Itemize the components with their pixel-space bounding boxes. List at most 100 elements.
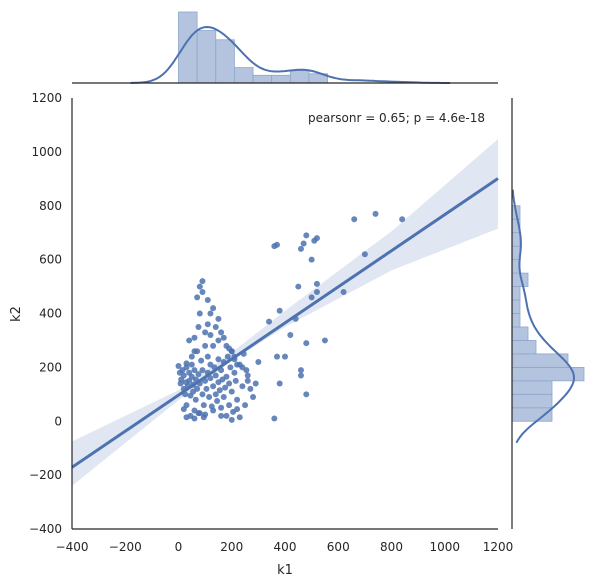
scatter-point <box>271 415 278 422</box>
scatter-point <box>215 315 222 322</box>
x-hist-bar <box>178 11 198 84</box>
scatter-point <box>180 372 187 379</box>
scatter-point <box>351 216 358 223</box>
x-hist-bar <box>289 70 310 84</box>
scatter-point <box>202 329 209 336</box>
scatter-point <box>234 396 241 403</box>
scatter-point <box>297 367 304 374</box>
main-plot-area: −400 −200 0 200 400 600 800 1000 1200 −400 −200 0 2… <box>9 91 513 578</box>
scatter-point <box>226 380 233 387</box>
pearson-annotation: pearsonr = 0.65; p = 4.6e-18 <box>308 111 485 125</box>
x-hist-bar <box>252 74 273 84</box>
scatter-point <box>214 398 221 405</box>
scatter-point <box>242 402 249 409</box>
scatter-point <box>252 380 259 387</box>
x-tick-label: −200 <box>109 540 142 554</box>
scatter-point <box>308 256 315 263</box>
scatter-point <box>244 377 251 384</box>
y-hist-bar <box>511 380 553 395</box>
x-hist-bar <box>234 67 254 84</box>
scatter-point <box>206 394 213 401</box>
scatter-point <box>191 334 198 341</box>
scatter-point <box>234 406 241 413</box>
scatter-point <box>186 337 193 344</box>
scatter-point <box>274 241 281 248</box>
scatter-point <box>199 367 206 374</box>
scatter-point <box>287 332 294 339</box>
scatter-point <box>244 372 251 379</box>
y-marginal-histogram <box>511 205 585 422</box>
scatter-point <box>210 305 217 312</box>
scatter-point <box>218 412 225 419</box>
y-tick-label: 0 <box>54 414 62 428</box>
scatter-point <box>220 394 227 401</box>
scatter-point <box>223 412 230 419</box>
scatter-point <box>255 358 262 365</box>
scatter-point <box>180 406 187 413</box>
x-hist-bar <box>196 30 217 84</box>
scatter-point <box>195 371 202 378</box>
scatter-point <box>188 361 195 368</box>
x-marginal-panel <box>72 11 498 84</box>
scatter-point <box>191 367 198 374</box>
y-tick-label: 1000 <box>31 145 62 159</box>
scatter-point <box>191 415 198 422</box>
scatter-point <box>216 387 223 394</box>
x-tick-label: 200 <box>220 540 243 554</box>
scatter-point <box>231 369 238 376</box>
scatter-point <box>192 396 199 403</box>
scatter-point <box>228 348 235 355</box>
scatter-point <box>313 235 320 242</box>
x-tick-label: 0 <box>175 540 183 554</box>
scatter-point <box>226 402 233 409</box>
scatter-point <box>195 410 202 417</box>
scatter-point <box>212 372 219 379</box>
scatter-point <box>399 216 406 223</box>
x-tick-label: 1000 <box>429 540 460 554</box>
scatter-point <box>212 323 219 330</box>
scatter-point <box>303 340 310 347</box>
scatter-point <box>232 377 239 384</box>
scatter-point <box>247 385 254 392</box>
scatter-point <box>223 373 230 380</box>
y-hist-bar <box>511 313 521 328</box>
scatter-point <box>188 353 195 360</box>
scatter-point <box>295 283 302 290</box>
scatter-point <box>194 294 201 301</box>
y-hist-bar <box>511 299 521 314</box>
x-marginal-kde-curve <box>130 25 451 84</box>
scatter-point <box>228 388 235 395</box>
y-hist-bar <box>511 232 521 247</box>
y-tick-label: −200 <box>29 468 62 482</box>
x-tick-label: 400 <box>274 540 297 554</box>
x-tick-label: 600 <box>327 540 350 554</box>
scatter-point <box>228 416 235 423</box>
scatter-point <box>210 342 217 349</box>
scatter-point <box>321 337 328 344</box>
scatter-point <box>308 294 315 301</box>
scatter-point <box>227 364 234 371</box>
scatter-point <box>236 414 243 421</box>
scatter-point <box>300 240 307 247</box>
y-tick-labels: −400 −200 0 200 400 600 800 1000 1200 <box>29 91 62 536</box>
scatter-point <box>203 385 210 392</box>
scatter-point <box>204 353 211 360</box>
scatter-point <box>276 307 283 314</box>
scatter-point <box>282 353 288 360</box>
scatter-point <box>276 380 283 387</box>
scatter-point <box>200 414 207 421</box>
scatter-points <box>175 210 406 423</box>
x-tick-label: 800 <box>380 540 403 554</box>
scatter-point <box>372 210 379 217</box>
y-hist-bar <box>511 340 537 355</box>
y-tick-label: 600 <box>39 253 62 267</box>
y-axis-label: k2 <box>9 306 24 322</box>
scatter-point <box>200 402 207 409</box>
scatter-point <box>207 310 214 317</box>
scatter-point <box>196 310 203 317</box>
scatter-point <box>204 321 211 328</box>
y-marginal-panel <box>511 98 585 529</box>
scatter-point <box>199 391 206 398</box>
scatter-point <box>218 404 225 411</box>
